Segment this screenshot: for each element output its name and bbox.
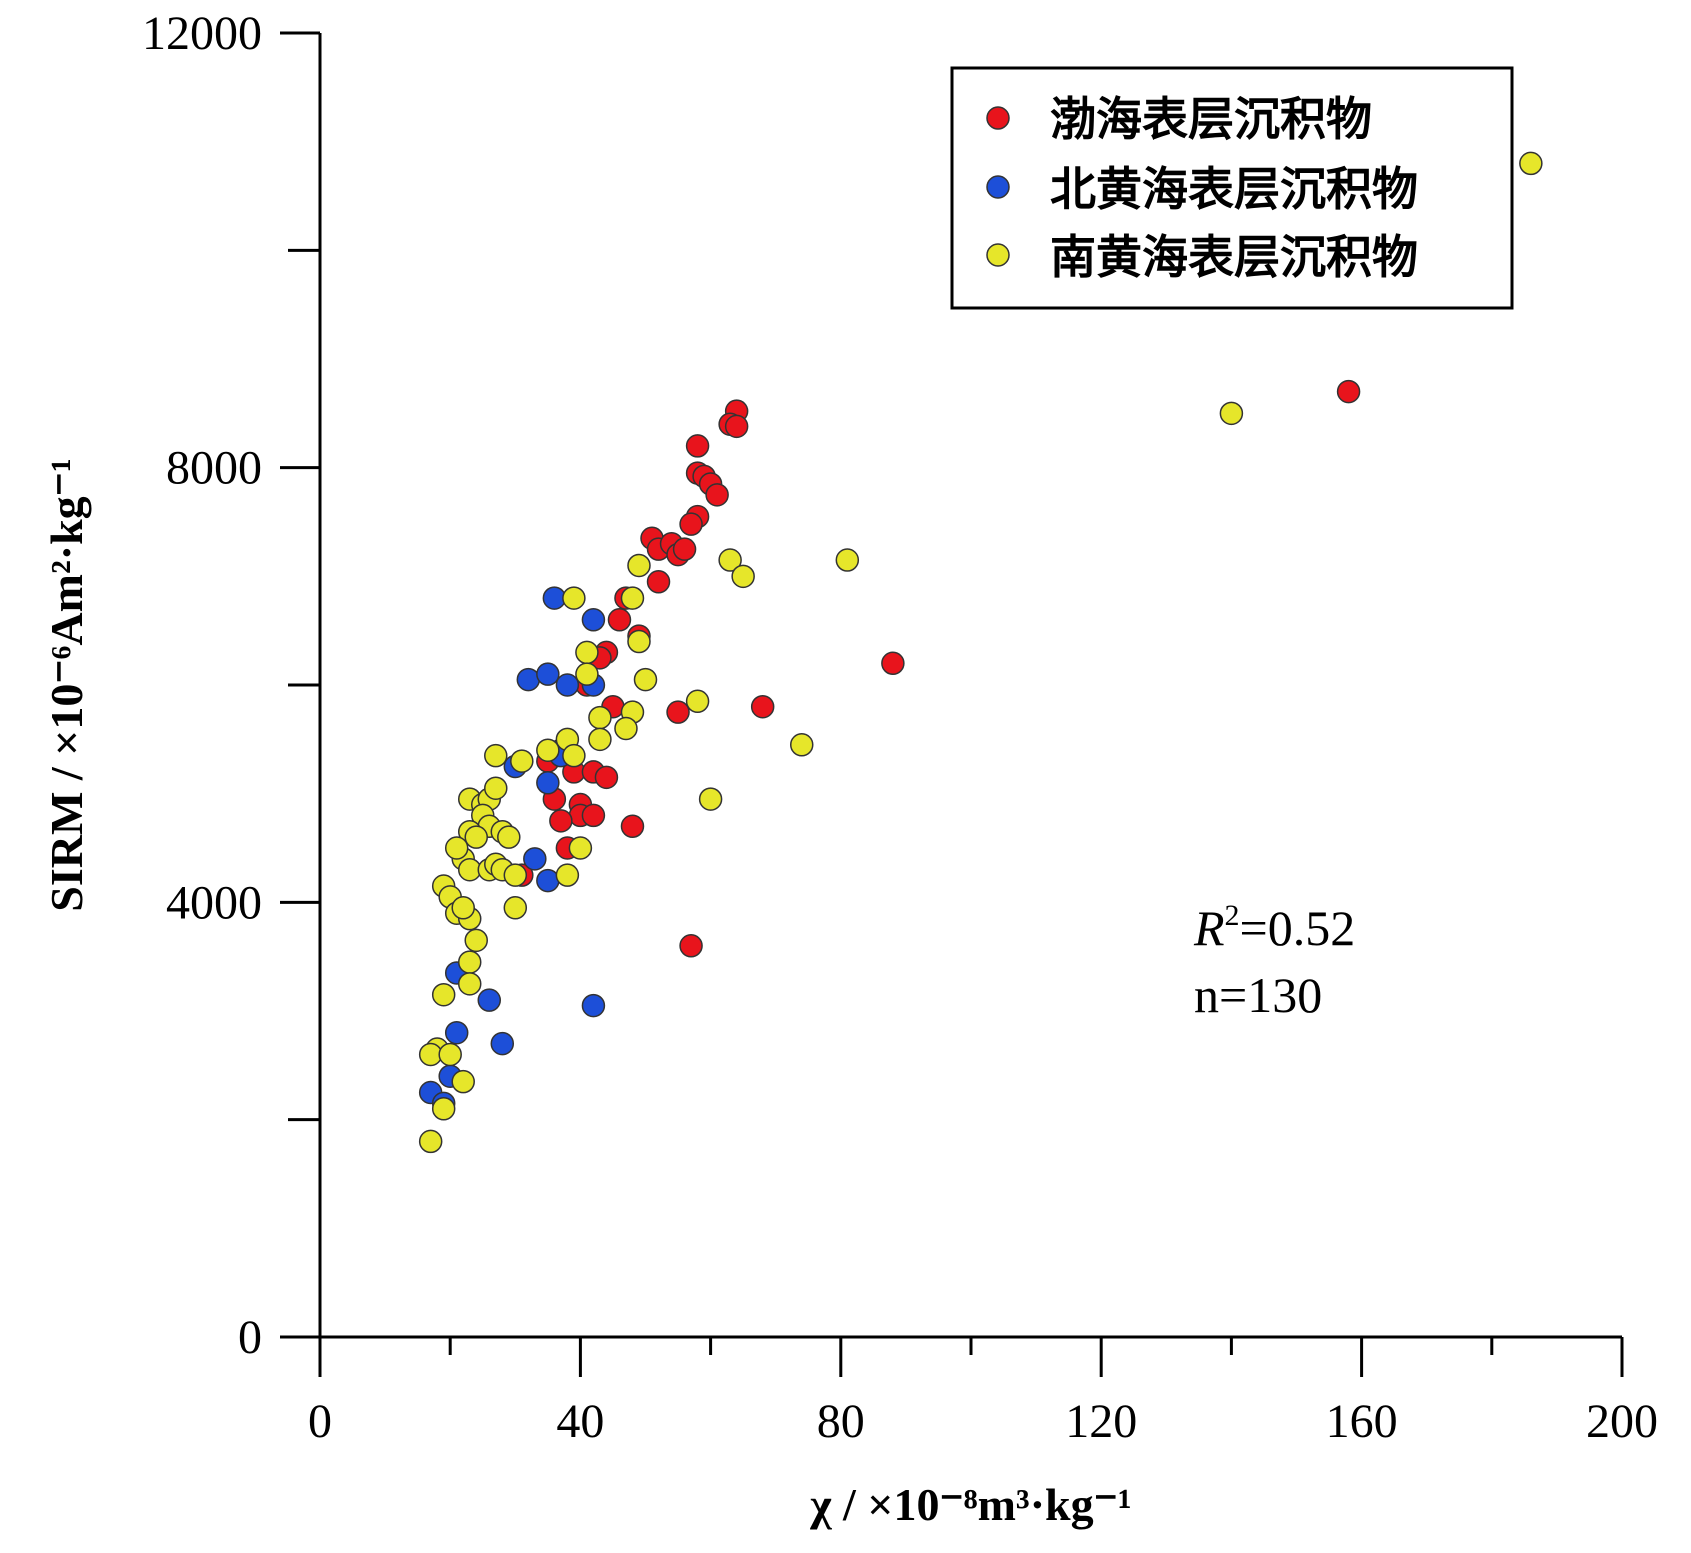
- r-squared-label: R2=0.52: [1193, 899, 1355, 956]
- south-yellow-sea-point: [451, 896, 475, 920]
- north-yellow-sea-point: [523, 847, 547, 871]
- y-tick-label: 0: [238, 1311, 262, 1364]
- north-yellow-sea-point: [477, 988, 502, 1012]
- south-yellow-sea-point: [633, 667, 658, 692]
- south-yellow-sea-point: [620, 586, 645, 610]
- r-squared-value: =0.52: [1240, 900, 1356, 956]
- x-tick-label: 200: [1586, 1395, 1658, 1448]
- north-yellow-sea-point: [555, 673, 580, 697]
- north-yellow-sea-point: [542, 586, 567, 610]
- south-yellow-sea-point: [1219, 401, 1244, 426]
- south-yellow-sea-point: [457, 857, 482, 882]
- south-yellow-sea-point: [731, 564, 755, 589]
- south-yellow-sea-point: [451, 1069, 475, 1094]
- south-yellow-sea-point: [835, 548, 860, 572]
- south-yellow-sea-point: [510, 749, 534, 773]
- north-yellow-sea-point: [536, 771, 560, 795]
- north-yellow-sea-point: [536, 868, 560, 893]
- x-ticks: 0 40 80 120 160 200: [308, 1337, 1658, 1448]
- south-yellow-sea-point: [503, 896, 528, 920]
- stats-annotation: R2=0.52 n=130: [1193, 899, 1355, 1023]
- south-yellow-sea-point: [431, 982, 456, 1007]
- south-yellow-sea-point: [562, 586, 586, 610]
- x-tick-label: 160: [1326, 1395, 1398, 1448]
- south-yellow-sea-point: [464, 928, 488, 953]
- south-yellow-sea-point: [614, 716, 638, 741]
- south-yellow-sea-point: [698, 787, 723, 811]
- bohai-point: [679, 934, 703, 958]
- legend-marker-north-yellow-sea: [986, 175, 1010, 199]
- r-exponent: 2: [1225, 899, 1240, 932]
- south-yellow-sea-point: [484, 743, 508, 768]
- bohai-point: [549, 809, 573, 833]
- r-symbol: R: [1193, 900, 1225, 956]
- south-yellow-sea-point: [457, 950, 482, 974]
- south-yellow-sea-point: [575, 662, 599, 686]
- south-yellow-sea-point: [457, 972, 482, 996]
- bohai-point: [581, 803, 606, 828]
- data-points: [418, 151, 1543, 1154]
- legend-marker-south-yellow-sea: [986, 243, 1010, 267]
- south-yellow-sea-point: [418, 1042, 443, 1067]
- south-yellow-sea-point: [627, 553, 651, 578]
- bohai-point: [646, 570, 671, 594]
- north-yellow-sea-point: [536, 662, 560, 686]
- north-yellow-sea-point: [581, 993, 606, 1018]
- x-tick-label: 80: [817, 1395, 865, 1448]
- y-tick-label: 8000: [166, 442, 262, 495]
- x-axis-label: χ / ×10⁻⁸m³·kg⁻¹: [809, 1479, 1131, 1530]
- south-yellow-sea-point: [568, 836, 593, 860]
- bohai-point: [705, 483, 729, 507]
- bohai-point: [620, 814, 645, 839]
- legend-label-bohai: 渤海表层沉积物: [1050, 92, 1372, 146]
- bohai-point: [666, 700, 690, 724]
- south-yellow-sea-point: [588, 705, 612, 730]
- south-yellow-sea-point: [536, 738, 560, 762]
- x-tick-label: 120: [1065, 1395, 1137, 1448]
- south-yellow-sea-point: [575, 640, 599, 665]
- bohai-point: [685, 434, 710, 458]
- south-yellow-sea-point: [484, 776, 508, 800]
- bohai-point: [672, 537, 697, 561]
- south-yellow-sea-point: [685, 689, 710, 714]
- y-axis-label: SIRM / ×10⁻⁶Am²·kg⁻¹: [41, 458, 92, 912]
- south-yellow-sea-point: [1519, 151, 1543, 176]
- bohai-point: [679, 512, 703, 536]
- bohai-point: [881, 651, 905, 676]
- south-yellow-sea-point: [718, 548, 742, 572]
- legend: 渤海表层沉积物 北黄海表层沉积物 南黄海表层沉积物: [950, 66, 1514, 310]
- bohai-point: [1336, 379, 1361, 404]
- y-ticks: 0 4000 8000 12000: [142, 7, 320, 1364]
- north-yellow-sea-point: [581, 608, 606, 632]
- south-yellow-sea-point: [431, 1097, 456, 1121]
- south-yellow-sea-point: [789, 733, 814, 757]
- south-yellow-sea-point: [562, 743, 586, 768]
- legend-label-north-yellow-sea: 北黄海表层沉积物: [1050, 162, 1418, 216]
- x-tick-label: 0: [308, 1395, 332, 1448]
- x-tick-label: 40: [556, 1395, 604, 1448]
- north-yellow-sea-point: [516, 667, 541, 692]
- south-yellow-sea-point: [555, 863, 580, 887]
- legend-label-south-yellow-sea: 南黄海表层沉积物: [1050, 230, 1418, 284]
- legend-box: [950, 66, 1514, 310]
- south-yellow-sea-point: [464, 825, 488, 849]
- north-yellow-sea-point: [490, 1031, 515, 1056]
- bohai-point: [750, 694, 775, 719]
- bohai-point: [594, 765, 619, 790]
- south-yellow-sea-point: [444, 836, 469, 860]
- y-tick-label: 4000: [166, 876, 262, 929]
- south-yellow-sea-point: [588, 727, 612, 752]
- sample-count-label: n=130: [1194, 967, 1322, 1023]
- bohai-point: [607, 608, 632, 632]
- south-yellow-sea-point: [497, 825, 521, 849]
- south-yellow-sea-point: [438, 1042, 462, 1067]
- south-yellow-sea-point: [418, 1129, 443, 1154]
- legend-marker-bohai: [986, 106, 1010, 130]
- south-yellow-sea-point: [503, 863, 528, 887]
- south-yellow-sea-point: [627, 629, 651, 654]
- bohai-point: [724, 414, 749, 439]
- north-yellow-sea-point: [444, 1020, 469, 1045]
- y-tick-label: 12000: [142, 7, 262, 60]
